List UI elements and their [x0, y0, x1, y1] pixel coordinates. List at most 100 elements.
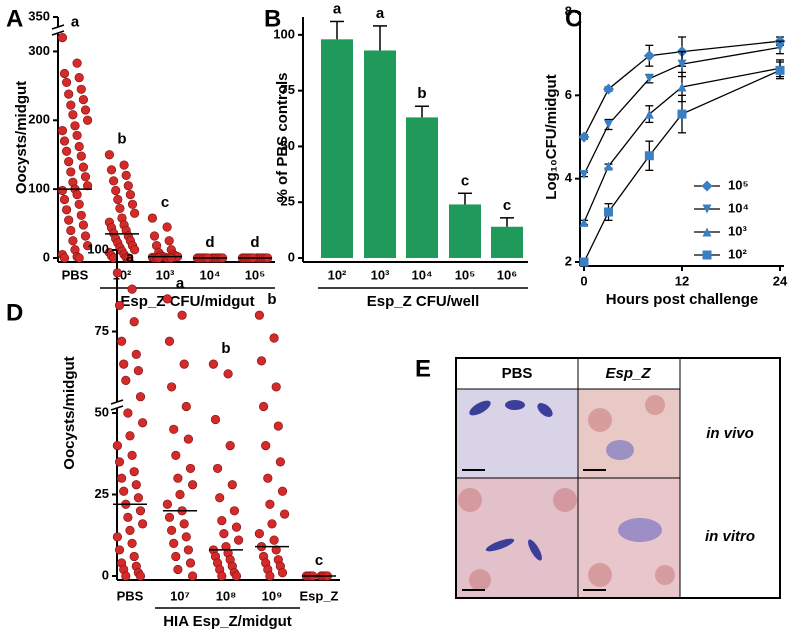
marker	[644, 151, 654, 161]
dot	[215, 493, 225, 503]
dot	[275, 457, 286, 467]
dot	[173, 564, 183, 575]
dot	[127, 199, 138, 209]
significance-letter: b	[267, 291, 276, 308]
legend-label: 10³	[728, 223, 747, 238]
y-tick-label: 50	[281, 138, 295, 153]
dot	[78, 95, 88, 105]
dot	[57, 185, 68, 196]
significance-letter: a	[126, 249, 135, 266]
bar	[406, 117, 438, 259]
x-tick-label: 24	[773, 273, 788, 288]
y-tick-label: 100	[28, 181, 50, 196]
dot	[82, 241, 93, 251]
x-tick-label: 10⁸	[216, 588, 237, 603]
dot	[72, 58, 82, 68]
dot	[265, 499, 275, 509]
y-tick-label: 4	[565, 170, 573, 185]
dot	[123, 181, 133, 191]
dot	[177, 310, 187, 320]
y-axis-label: % of PBS controls	[274, 72, 291, 202]
marker	[775, 42, 785, 52]
column-label: PBS	[502, 365, 533, 382]
significance-letter: c	[503, 197, 511, 214]
axis-break	[110, 399, 124, 405]
dot	[125, 431, 135, 441]
dot	[169, 424, 179, 434]
y-tick-label: 0	[288, 249, 295, 264]
dot	[123, 512, 133, 522]
dot	[76, 151, 86, 161]
parasites	[469, 400, 662, 561]
dot	[138, 519, 148, 529]
dot	[78, 162, 88, 172]
x-tick-label: 0	[580, 273, 587, 288]
dot	[59, 253, 70, 263]
dot	[66, 100, 76, 110]
x-tick-label: 10⁹	[262, 588, 283, 603]
significance-letter: d	[205, 234, 214, 251]
panel-letter: B	[264, 5, 281, 32]
bar	[321, 39, 353, 258]
dot	[261, 441, 271, 451]
dot	[129, 551, 139, 562]
dot	[135, 392, 146, 402]
dot	[123, 408, 133, 418]
dot	[171, 551, 181, 562]
dot	[68, 110, 78, 120]
panel-letter: E	[415, 355, 431, 382]
marker	[644, 74, 654, 84]
dot	[263, 473, 273, 483]
dot	[80, 105, 91, 115]
dot	[129, 317, 139, 327]
significance-letter: d	[250, 234, 259, 251]
marker	[677, 109, 687, 119]
dot	[112, 268, 122, 278]
dot	[162, 499, 172, 509]
dot	[127, 284, 137, 294]
dot	[131, 349, 141, 359]
dot	[76, 210, 86, 220]
marker	[644, 109, 654, 119]
dot	[217, 571, 227, 581]
image	[578, 389, 680, 478]
x-axis-label: Esp_Z CFU/well	[367, 293, 480, 310]
dot	[116, 473, 127, 483]
marker	[775, 65, 785, 75]
significance-letter: c	[161, 194, 169, 211]
dot	[130, 208, 140, 218]
dot	[210, 414, 221, 425]
legend-marker	[702, 250, 712, 260]
dot	[185, 558, 196, 568]
significance-letter: a	[333, 0, 342, 17]
y-tick-label: 0	[43, 249, 50, 264]
significance-letter: b	[117, 131, 126, 148]
dot	[229, 506, 239, 516]
dot	[61, 146, 72, 156]
dot	[61, 205, 72, 215]
y-tick-label: 25	[95, 486, 109, 501]
x-tick-label: 10⁶	[497, 267, 517, 282]
x-tick-label: 10³	[156, 267, 175, 282]
dot	[114, 457, 125, 467]
dot	[114, 545, 125, 555]
dot	[74, 141, 84, 152]
x-tick-label: 10⁵	[455, 267, 476, 282]
y-tick-label: 6	[565, 87, 572, 102]
dot	[59, 68, 70, 79]
y-tick-label: 350	[28, 8, 50, 23]
dot	[133, 366, 143, 376]
marker	[579, 257, 589, 267]
dot	[125, 190, 135, 200]
x-tick-label: PBS	[62, 267, 89, 282]
dot	[72, 130, 82, 141]
x-tick-label: 10²	[328, 267, 347, 282]
dot	[135, 571, 146, 581]
y-tick-label: 2	[565, 253, 572, 268]
dot	[127, 450, 137, 460]
cells	[458, 395, 675, 591]
marker	[604, 207, 613, 217]
dot	[259, 401, 269, 412]
axis-break	[51, 24, 65, 30]
